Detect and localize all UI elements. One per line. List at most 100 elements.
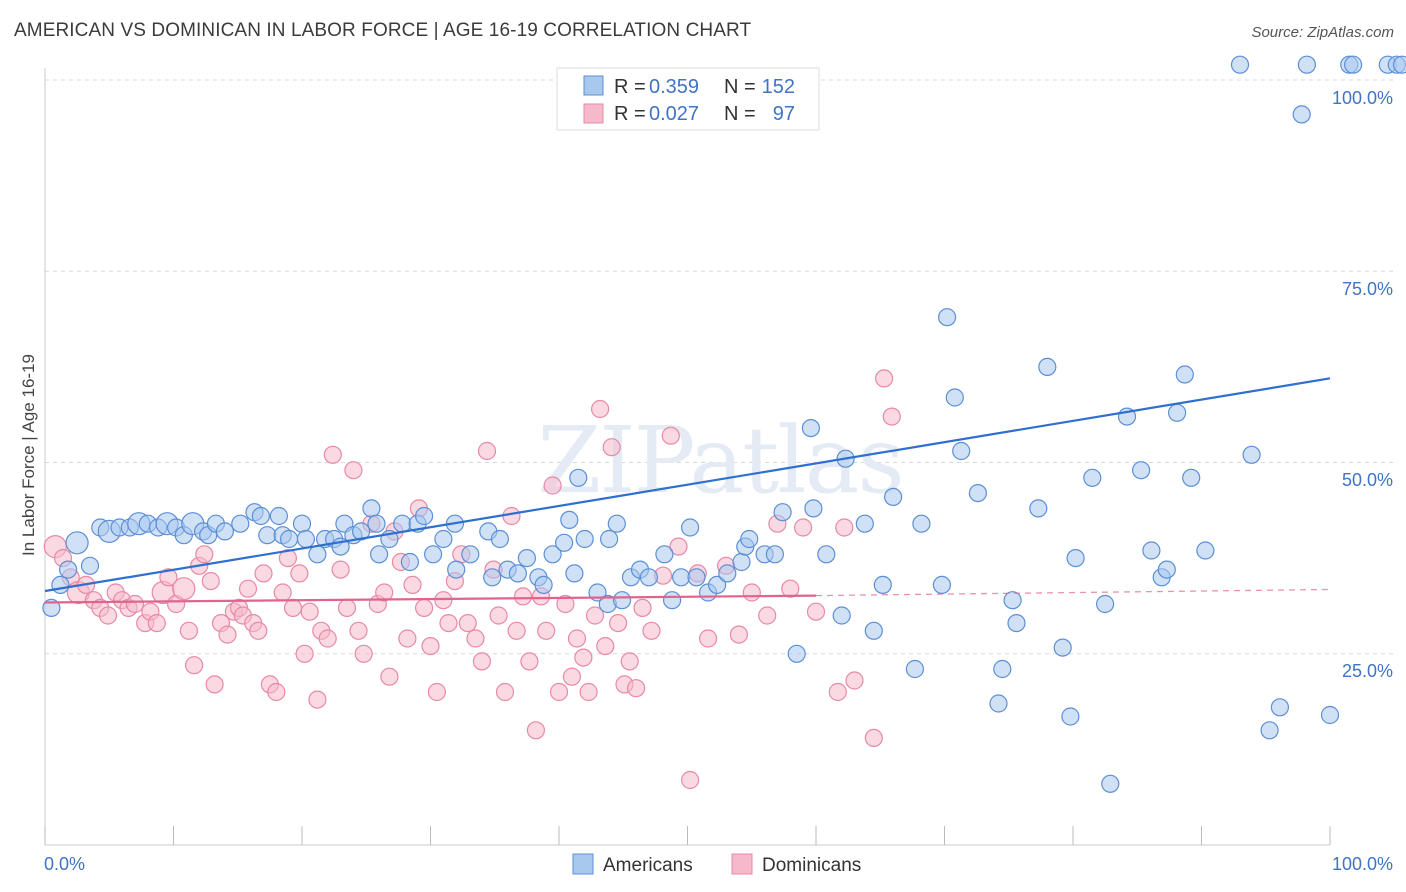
dominican-point xyxy=(295,644,314,663)
dominican-point xyxy=(434,591,453,610)
dominican-point xyxy=(574,648,593,667)
american-point xyxy=(1320,705,1340,725)
dominican-point xyxy=(549,682,569,702)
dominican-point xyxy=(729,625,749,644)
american-point xyxy=(773,503,792,522)
dominican-point xyxy=(669,537,688,556)
dominican-point xyxy=(179,621,198,640)
american-point xyxy=(1038,357,1057,376)
american-point xyxy=(1066,548,1085,568)
legend-r-value-1: 0.359 xyxy=(649,76,699,98)
source-label: Source: ZipAtlas.com xyxy=(1251,24,1394,41)
chart-title: AMERICAN VS DOMINICAN IN LABOR FORCE | A… xyxy=(14,20,752,41)
y-tick-100: 100.0% xyxy=(1332,88,1393,108)
dominican-point xyxy=(864,728,883,748)
dominican-point xyxy=(758,606,777,625)
american-point xyxy=(1230,55,1250,74)
dominican-point xyxy=(337,598,357,618)
american-point xyxy=(58,560,78,579)
dominican-point xyxy=(626,679,646,698)
legend-box: R = 0.359 N = 152 R = 0.027 N = 97 xyxy=(556,67,820,131)
american-point xyxy=(1142,541,1161,560)
dominican-point xyxy=(290,564,309,583)
dominican-point xyxy=(300,602,319,621)
american-point xyxy=(575,529,594,549)
dominican-point xyxy=(125,594,144,614)
american-point xyxy=(607,514,626,533)
american-point xyxy=(883,487,903,506)
american-point xyxy=(655,545,674,564)
dominican-point xyxy=(403,575,422,595)
american-point xyxy=(1297,55,1317,74)
american-point xyxy=(424,545,443,564)
american-point xyxy=(599,529,619,549)
dominican-point xyxy=(375,583,394,602)
legend-n-value-1: 152 xyxy=(762,76,795,98)
dominican-point xyxy=(205,675,224,694)
dominican-point xyxy=(323,445,342,464)
dominican-point xyxy=(608,613,628,633)
legend-swatch-americans xyxy=(583,75,604,96)
american-point xyxy=(80,556,100,575)
dominican-point xyxy=(513,587,533,606)
american-point xyxy=(765,545,785,564)
american-point xyxy=(671,568,691,587)
dominican-point xyxy=(642,621,661,640)
american-point xyxy=(1260,721,1279,740)
american-point xyxy=(434,529,453,549)
american-point xyxy=(1083,468,1102,487)
dominican-point xyxy=(828,682,847,702)
american-point xyxy=(1270,698,1290,717)
american-point xyxy=(296,529,315,549)
american-point xyxy=(292,514,312,533)
bottom-legend-swatch-americans xyxy=(572,853,594,875)
american-point xyxy=(937,308,957,327)
american-point xyxy=(662,591,682,610)
american-point xyxy=(251,506,270,526)
bottom-legend-swatch-dominicans xyxy=(731,853,753,875)
american-point xyxy=(231,514,250,533)
dominican-point xyxy=(466,629,485,648)
y-axis-label: In Labor Force | Age 16-19 xyxy=(19,354,38,556)
dominican-point xyxy=(267,682,286,702)
trend-lines xyxy=(44,377,1331,604)
dominican-point xyxy=(661,426,680,445)
american-point xyxy=(1061,707,1080,726)
american-point xyxy=(740,529,759,549)
dominican-point xyxy=(590,399,610,419)
dominican-point xyxy=(172,577,196,601)
american-point xyxy=(801,419,821,438)
dominican-point xyxy=(398,629,417,648)
american-point xyxy=(945,388,964,407)
dominican-point xyxy=(835,518,854,537)
dominican-point xyxy=(793,518,813,537)
american-point xyxy=(912,514,931,533)
legend-n-label-1: N = xyxy=(724,76,756,98)
legend-r-value-2: 0.027 xyxy=(649,103,699,125)
dominican-point xyxy=(874,369,894,388)
dominican-point xyxy=(380,667,399,686)
bottom-legend: Americans Dominicans xyxy=(572,853,861,876)
american-point xyxy=(352,522,371,541)
american-point xyxy=(864,621,883,640)
dominican-point xyxy=(254,564,273,583)
american-point xyxy=(873,575,892,595)
dominican-point xyxy=(472,652,491,671)
american-point xyxy=(560,510,579,530)
american-point xyxy=(804,499,823,518)
american-trend-line xyxy=(44,377,1331,593)
american-point xyxy=(680,518,700,537)
american-point xyxy=(490,529,509,549)
dominican-point xyxy=(218,625,237,644)
dominican-point xyxy=(458,613,477,633)
dominican-point xyxy=(249,621,268,640)
american-point xyxy=(483,568,502,587)
american-point xyxy=(51,575,70,595)
dominican-point xyxy=(283,598,303,618)
x-tick-100: 100.0% xyxy=(1332,854,1393,874)
dominican-point xyxy=(201,571,220,591)
dominican-point xyxy=(147,613,166,633)
american-point xyxy=(952,441,971,461)
dominican-point xyxy=(477,441,497,461)
american-point xyxy=(855,514,874,533)
